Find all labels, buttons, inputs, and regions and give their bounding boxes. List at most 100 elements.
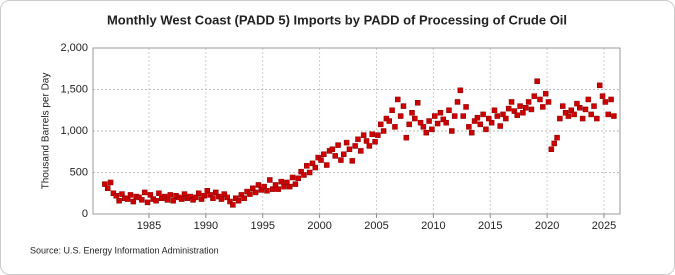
data-point: [247, 191, 253, 197]
data-point: [562, 109, 569, 116]
data-point: [557, 115, 563, 122]
data-point: [437, 109, 444, 116]
x-tick-label: 2005: [364, 220, 388, 232]
data-point: [537, 96, 543, 103]
data-point: [531, 93, 538, 99]
data-point: [338, 157, 344, 163]
data-point: [318, 157, 324, 163]
data-point: [423, 129, 429, 136]
data-point: [483, 126, 489, 133]
data-point: [471, 118, 478, 124]
data-point: [341, 151, 347, 157]
data-point: [161, 193, 168, 200]
y-tick-label: 0: [82, 208, 88, 220]
data-point: [321, 151, 327, 157]
data-point: [517, 103, 523, 109]
x-tick-label: 2015: [478, 220, 502, 232]
data-point: [195, 190, 202, 196]
data-point: [264, 188, 270, 194]
data-point: [372, 139, 378, 145]
data-point: [591, 103, 597, 109]
x-tick-label: 2010: [421, 220, 445, 232]
y-tick-label: 2,000: [60, 42, 88, 54]
y-axis-label: Thousand Barrels per Day: [41, 73, 52, 190]
x-tick-label: 2025: [592, 220, 616, 232]
data-point: [119, 191, 125, 197]
data-point: [306, 169, 313, 176]
data-point: [312, 164, 319, 171]
data-point: [412, 115, 418, 122]
data-point: [269, 186, 276, 192]
data-point: [178, 196, 185, 202]
data-point: [599, 93, 606, 99]
y-tick-label: 1,500: [60, 83, 88, 95]
data-point: [167, 192, 174, 198]
data-point: [235, 197, 242, 204]
data-point: [153, 197, 159, 204]
data-point: [375, 132, 381, 138]
data-point: [611, 113, 617, 119]
data-point: [147, 192, 154, 198]
data-point: [503, 115, 509, 122]
data-point: [480, 111, 486, 118]
data-point: [301, 172, 307, 178]
data-point: [181, 191, 188, 197]
source: Source: U.S. Energy Information Administ…: [30, 245, 219, 255]
data-point: [130, 198, 137, 205]
data-point: [577, 105, 583, 111]
data-point: [608, 96, 614, 103]
data-point: [207, 192, 213, 198]
data-point: [213, 189, 219, 196]
data-point: [363, 138, 370, 144]
data-point: [187, 193, 193, 200]
data-point: [508, 99, 515, 105]
data-point: [551, 140, 557, 147]
data-point: [360, 132, 367, 138]
data-point: [258, 187, 265, 193]
data-point: [141, 189, 148, 196]
data-point: [304, 163, 310, 169]
data-point: [434, 120, 441, 127]
data-point: [278, 178, 284, 185]
data-point: [585, 96, 592, 103]
data-point: [281, 183, 287, 190]
data-point: [446, 107, 452, 113]
data-point: [588, 111, 594, 118]
x-tick-label: 1990: [194, 220, 218, 232]
data-point: [528, 106, 535, 113]
data-point: [358, 148, 364, 154]
data-point: [156, 190, 162, 196]
data-point: [520, 109, 526, 116]
data-point: [224, 194, 230, 201]
data-point: [554, 134, 560, 141]
data-point: [284, 179, 290, 186]
data-point: [417, 119, 424, 126]
data-point: [440, 116, 447, 123]
data-point: [355, 136, 361, 143]
data-point: [548, 146, 555, 153]
data-point: [335, 142, 341, 148]
data-point: [309, 160, 316, 167]
data-point: [511, 108, 518, 114]
data-point: [392, 124, 398, 130]
data-point: [230, 202, 236, 208]
data-point: [420, 124, 427, 130]
data-point: [210, 195, 216, 201]
data-point: [486, 115, 492, 122]
data-point: [395, 96, 401, 103]
data-point: [116, 197, 122, 204]
data-point: [238, 192, 245, 198]
data-point: [104, 185, 111, 192]
data-point: [449, 128, 455, 134]
data-point: [227, 198, 233, 205]
data-point: [409, 109, 415, 116]
data-point: [107, 179, 114, 186]
data-point: [250, 185, 256, 192]
data-point: [432, 113, 438, 119]
data-point: [352, 143, 358, 149]
data-point: [255, 182, 262, 188]
data-point: [514, 112, 520, 118]
data-point: [201, 192, 208, 199]
